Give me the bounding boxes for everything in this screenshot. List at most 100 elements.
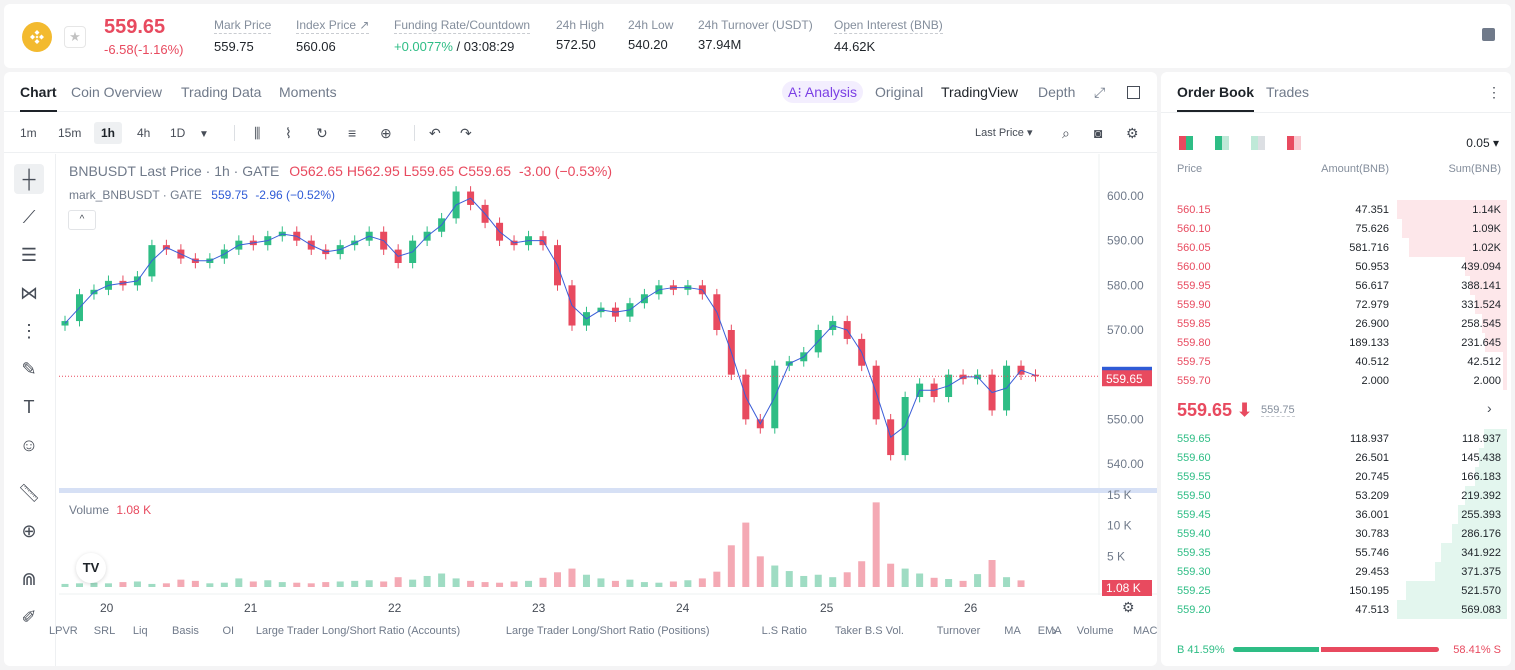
pencil-lock-icon[interactable]: ✐ bbox=[21, 606, 37, 627]
volume-bar bbox=[336, 581, 344, 587]
bid-row[interactable]: 559.55 20.745 166.183 bbox=[1161, 467, 1511, 486]
interval-1m[interactable]: 1m bbox=[20, 126, 37, 140]
indicator-4[interactable]: OI bbox=[222, 625, 235, 637]
volume-bar bbox=[988, 560, 996, 587]
tab-chart[interactable]: Chart bbox=[20, 84, 57, 112]
view-original[interactable]: Original bbox=[875, 84, 924, 100]
expand-icon[interactable]: ⤢ bbox=[1094, 84, 1106, 100]
favorite-star-icon[interactable]: ★ bbox=[64, 26, 86, 48]
book-icon[interactable] bbox=[1482, 28, 1495, 41]
magnet-icon[interactable]: ⋒ bbox=[21, 568, 37, 589]
emoji-icon[interactable]: ☺ bbox=[19, 434, 39, 455]
ask-row[interactable]: 559.75 40.512 42.512 bbox=[1161, 352, 1511, 371]
interval-4h[interactable]: 4h bbox=[137, 126, 151, 140]
indicator-12[interactable]: Volume bbox=[1076, 625, 1114, 637]
view-tradingview[interactable]: TradingView bbox=[941, 84, 1019, 100]
indicator-10[interactable]: MA bbox=[1004, 625, 1021, 637]
bid-row[interactable]: 559.50 53.209 219.392 bbox=[1161, 486, 1511, 505]
both-view-icon[interactable] bbox=[1179, 136, 1193, 150]
indicator-7[interactable]: L.S Ratio bbox=[761, 625, 807, 637]
ask-row[interactable]: 559.85 26.900 258.545 bbox=[1161, 314, 1511, 333]
pattern-icon[interactable]: ⋈ bbox=[20, 282, 38, 303]
bid-row[interactable]: 559.65 118.937 118.937 bbox=[1161, 429, 1511, 448]
scroll-right-icon[interactable]: › bbox=[1052, 622, 1057, 638]
fib-icon[interactable]: ⋮ bbox=[20, 320, 38, 341]
ask-row[interactable]: 559.70 2.000 2.000 bbox=[1161, 371, 1511, 390]
depth-bar bbox=[1458, 505, 1507, 524]
price-chart[interactable]: 600.00590.00580.00570.00560.00550.00540.… bbox=[4, 72, 1157, 666]
indicator-9[interactable]: Turnover bbox=[936, 625, 981, 637]
ask-row[interactable]: 559.90 72.979 331.524 bbox=[1161, 295, 1511, 314]
ai-analysis-button[interactable]: A⁝ Analysis bbox=[782, 81, 864, 103]
ask-row[interactable]: 560.15 47.351 1.14K bbox=[1161, 200, 1511, 219]
price: 560.05 bbox=[1177, 242, 1211, 254]
tab-trades[interactable]: Trades bbox=[1266, 84, 1310, 100]
ruler-icon[interactable]: 📏︎ bbox=[17, 482, 41, 503]
window-icon[interactable] bbox=[1127, 86, 1140, 99]
horizontal-lines-icon[interactable]: ☰ bbox=[20, 244, 38, 265]
indicator-2[interactable]: Liq bbox=[132, 625, 148, 637]
tab-trading-data[interactable]: Trading Data bbox=[181, 84, 262, 100]
price: 559.55 bbox=[1177, 471, 1211, 483]
interval-1h[interactable]: 1h bbox=[94, 122, 123, 144]
settings-gear-icon[interactable]: ⚙ bbox=[1126, 125, 1139, 141]
stat-index-price[interactable]: Index Price ↗ 560.06 bbox=[296, 18, 370, 54]
bid-row[interactable]: 559.20 47.513 569.083 bbox=[1161, 600, 1511, 619]
volume-bar bbox=[191, 580, 199, 587]
indicator-13[interactable]: MACD bbox=[1133, 625, 1157, 637]
search-icon[interactable]: ⌕ bbox=[1062, 125, 1070, 141]
ask-row[interactable]: 560.00 50.953 439.094 bbox=[1161, 257, 1511, 276]
bid-row[interactable]: 559.35 55.746 341.922 bbox=[1161, 543, 1511, 562]
interval-15m[interactable]: 15m bbox=[58, 126, 82, 140]
price: 559.60 bbox=[1177, 452, 1211, 464]
tab-order-book[interactable]: Order Book bbox=[1177, 84, 1255, 112]
asks-view-icon[interactable] bbox=[1287, 136, 1301, 150]
bid-row[interactable]: 559.25 150.195 521.570 bbox=[1161, 581, 1511, 600]
indicators-icon[interactable]: ⌇ bbox=[285, 125, 292, 141]
indicator-5[interactable]: Large Trader Long/Short Ratio (Accounts) bbox=[255, 625, 461, 637]
tab-coin-overview[interactable]: Coin Overview bbox=[71, 84, 163, 100]
bid-row[interactable]: 559.40 30.783 286.176 bbox=[1161, 524, 1511, 543]
indicator-11[interactable]: EMA bbox=[1037, 625, 1062, 637]
ask-row[interactable]: 559.95 56.617 388.141 bbox=[1161, 276, 1511, 295]
trend-line-icon[interactable]: ⟋ bbox=[22, 206, 36, 227]
price-type-select[interactable]: Last Price ▾ bbox=[975, 127, 1033, 139]
brush-icon[interactable]: ✎ bbox=[21, 358, 37, 379]
redo-icon[interactable]: ↷ bbox=[460, 125, 472, 141]
volume-bar bbox=[713, 571, 721, 587]
amount: 30.783 bbox=[1355, 528, 1389, 540]
bid-row[interactable]: 559.45 36.001 255.393 bbox=[1161, 505, 1511, 524]
split-view-icon[interactable] bbox=[1251, 136, 1265, 150]
chart-settings-icon[interactable]: ⚙ bbox=[1122, 599, 1135, 615]
indicator-6[interactable]: Large Trader Long/Short Ratio (Positions… bbox=[505, 625, 710, 637]
camera-icon[interactable]: ◙ bbox=[1094, 125, 1103, 141]
interval-1d[interactable]: 1D bbox=[170, 126, 186, 140]
undo-icon[interactable]: ↶ bbox=[429, 125, 441, 141]
sum: 255.393 bbox=[1461, 509, 1501, 521]
bid-row[interactable]: 559.60 26.501 145.438 bbox=[1161, 448, 1511, 467]
more-menu-icon[interactable]: ⋮ bbox=[1487, 84, 1501, 100]
ask-row[interactable]: 560.10 75.626 1.09K bbox=[1161, 219, 1511, 238]
indicator-8[interactable]: Taker B.S Vol. bbox=[834, 625, 904, 637]
crosshair-icon[interactable]: ┼ bbox=[14, 164, 44, 194]
bids-view-icon[interactable] bbox=[1215, 136, 1229, 150]
view-depth[interactable]: Depth bbox=[1038, 84, 1076, 100]
replay-icon[interactable]: ↻ bbox=[316, 125, 328, 141]
depth-bar bbox=[1452, 524, 1507, 543]
precision-select[interactable]: 0.05 ▾ bbox=[1466, 136, 1499, 150]
text-tool-icon[interactable]: T bbox=[23, 396, 35, 417]
indicator-3[interactable]: Basis bbox=[172, 625, 199, 637]
candle-type-icon[interactable]: ⫼ bbox=[254, 125, 261, 141]
indicator-0[interactable]: LPVR bbox=[49, 625, 78, 637]
ask-row[interactable]: 559.80 189.133 231.645 bbox=[1161, 333, 1511, 352]
tab-moments[interactable]: Moments bbox=[279, 84, 337, 100]
template-icon[interactable]: ≡ bbox=[348, 125, 357, 141]
collapse-legend-button[interactable]: ^ bbox=[68, 210, 96, 230]
indicator-1[interactable]: SRL bbox=[93, 625, 116, 637]
interval-dropdown-icon[interactable]: ▼ bbox=[199, 129, 209, 140]
zoom-in-icon[interactable]: ⊕ bbox=[21, 520, 37, 541]
chevron-right-icon[interactable]: › bbox=[1487, 400, 1492, 416]
add-indicator-icon[interactable]: ⊕ bbox=[380, 125, 392, 141]
ask-row[interactable]: 560.05 581.716 1.02K bbox=[1161, 238, 1511, 257]
bid-row[interactable]: 559.30 29.453 371.375 bbox=[1161, 562, 1511, 581]
